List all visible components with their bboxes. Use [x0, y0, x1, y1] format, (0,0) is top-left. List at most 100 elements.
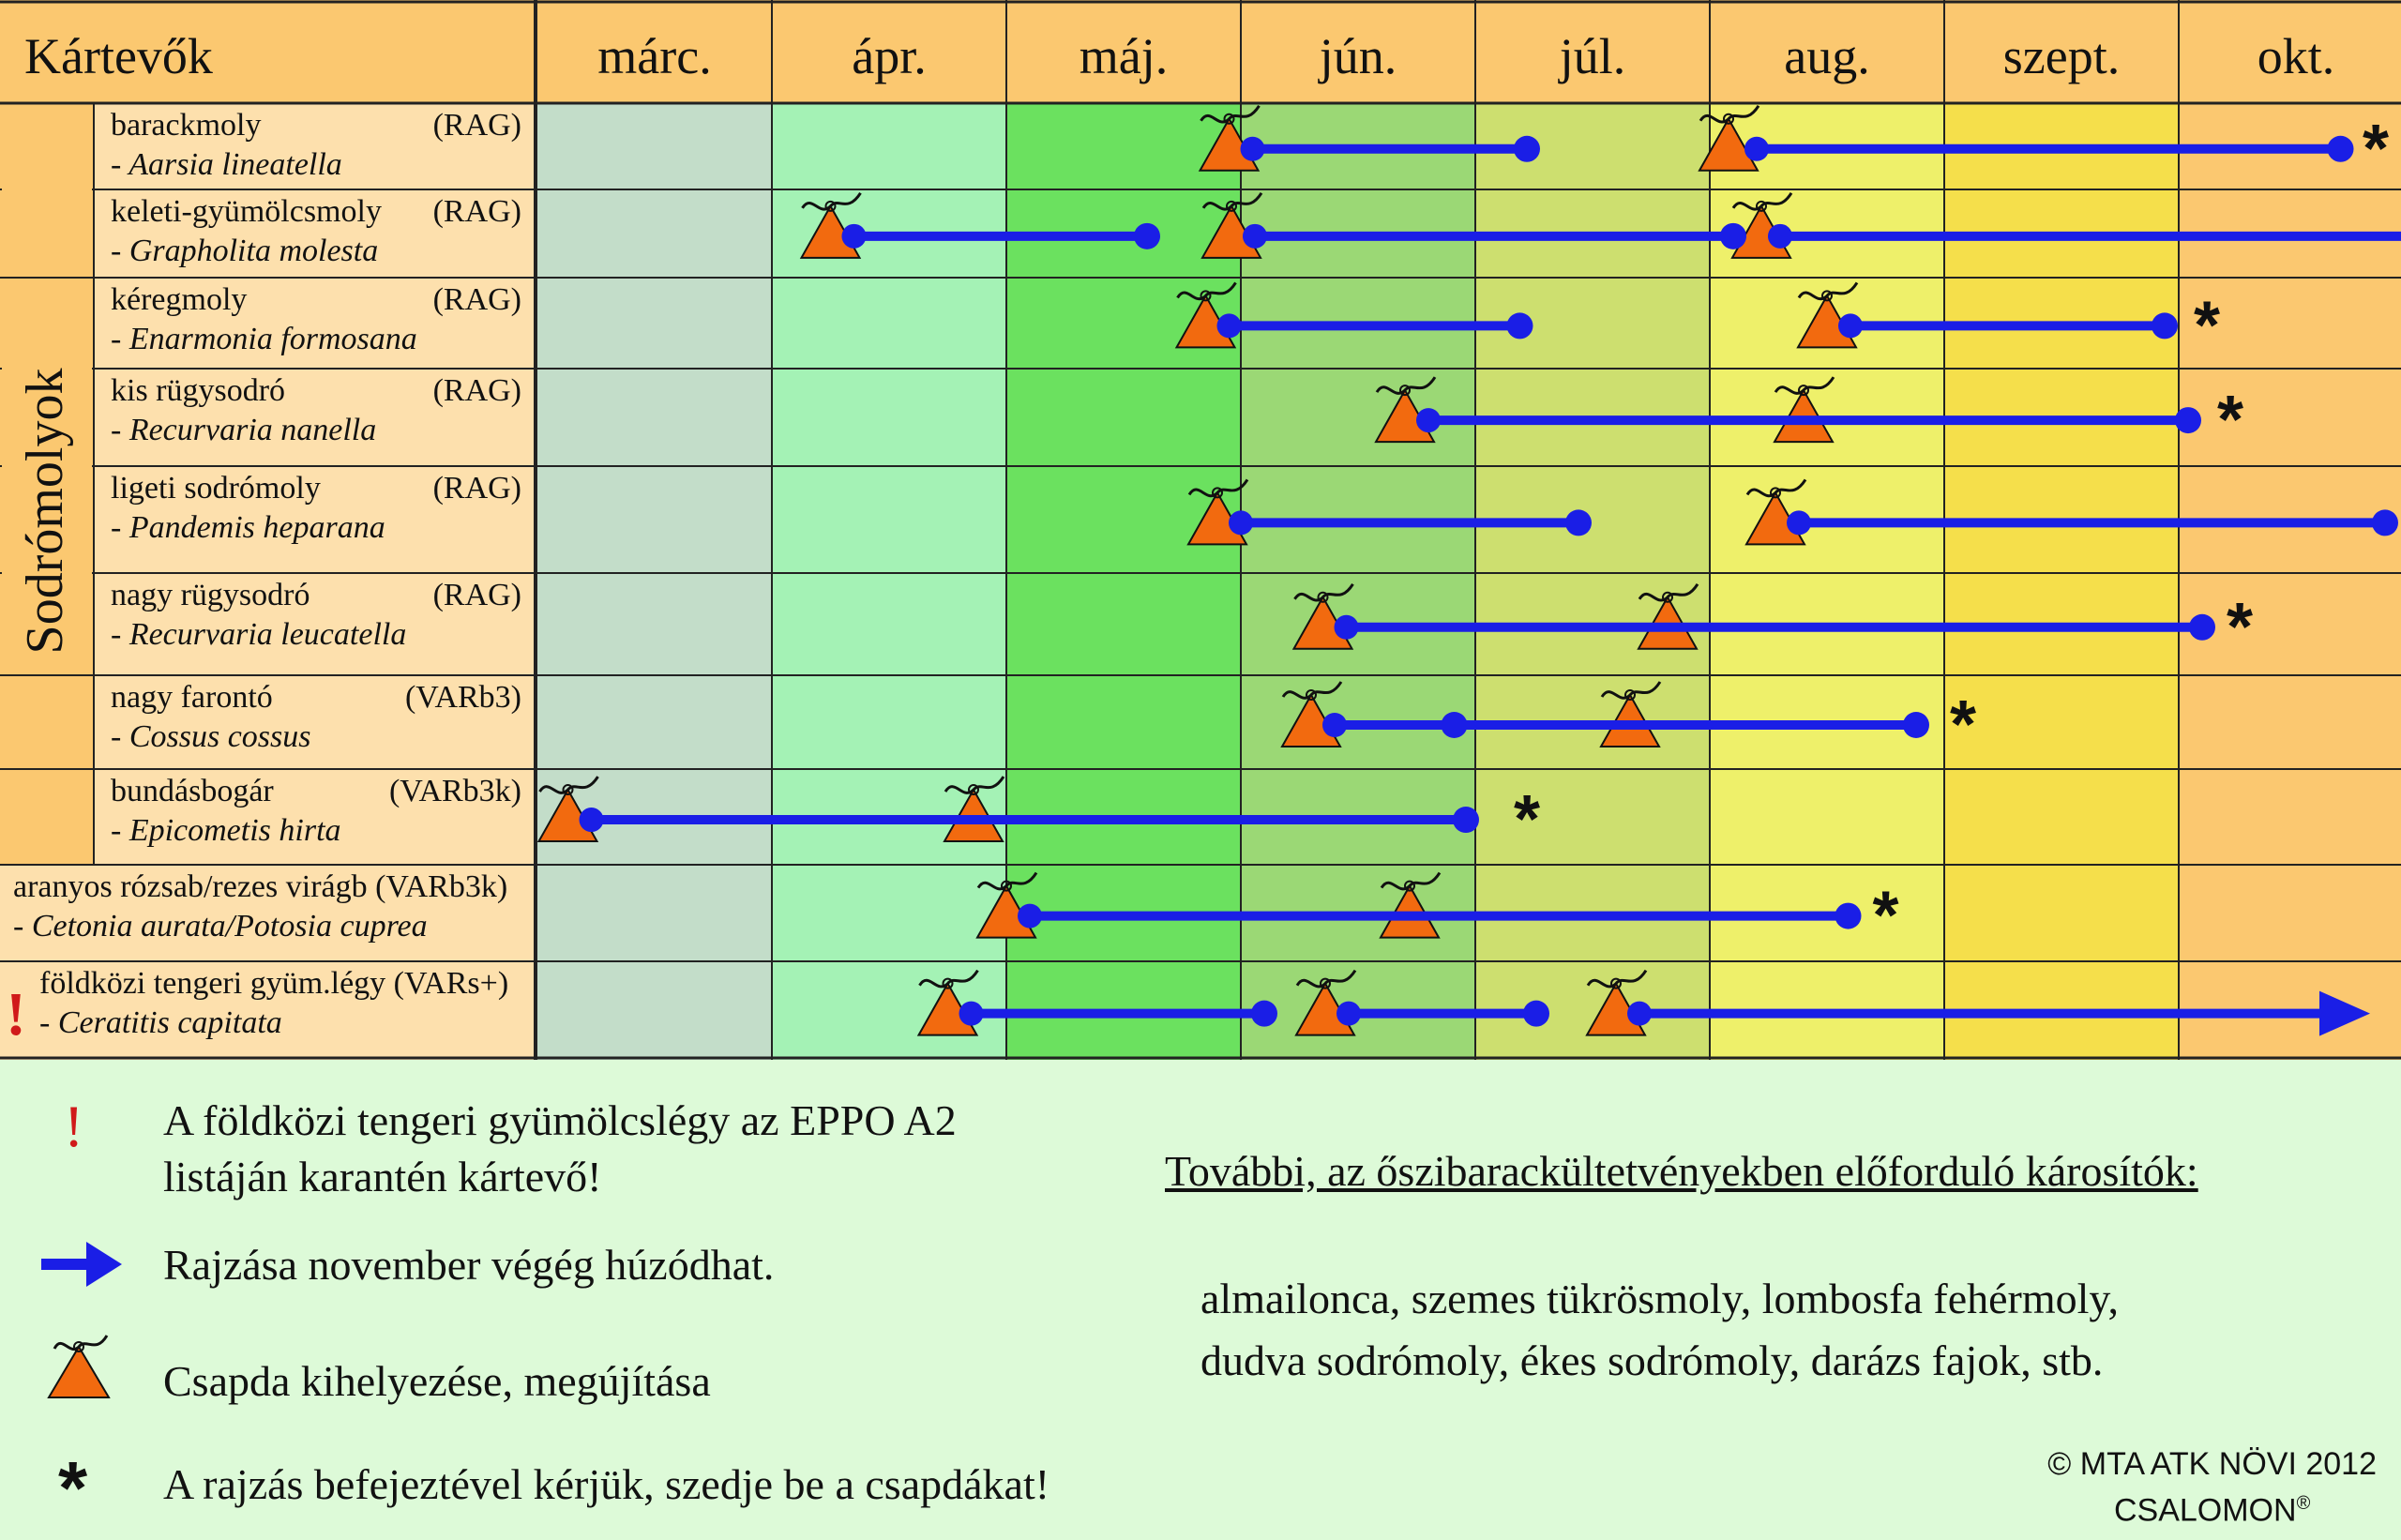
name-cell: [94, 369, 537, 466]
pest-code: (RAG): [433, 471, 521, 506]
trap-ring: [1770, 487, 1781, 499]
pest-latin-name: - Pandemis heparana: [111, 510, 385, 545]
name-cell: [94, 675, 537, 769]
pest-name: barackmoly: [111, 108, 262, 143]
pest-name: bundásbogár: [111, 774, 274, 808]
trap-ring: [1798, 385, 1809, 397]
flight-start-dot: [579, 808, 604, 833]
flight-end-dot: [1720, 222, 1746, 249]
month-label: jún.: [1318, 28, 1397, 84]
month-column-6: [1710, 103, 1944, 1060]
remove-traps-star: *: [1950, 687, 1976, 762]
name-cell: [94, 278, 537, 369]
legend-panel: [0, 1060, 2401, 1540]
remove-traps-star: *: [2363, 112, 2389, 187]
continues-arrow: [2319, 990, 2370, 1036]
flight-end-dot: [1835, 902, 1862, 929]
flight-start-dot: [1838, 313, 1863, 339]
trap-ring: [1320, 977, 1331, 989]
pest-name: aranyos rózsab/rezes virágb (VARb3k): [13, 869, 507, 904]
month-label: máj.: [1080, 28, 1168, 84]
remove-traps-star: *: [1872, 879, 1898, 954]
name-cell: [94, 189, 537, 278]
trap-ring: [1212, 487, 1223, 499]
chart-header: Kártevők: [24, 28, 213, 84]
month-label: ápr.: [852, 28, 926, 84]
flight-start-dot: [1240, 136, 1265, 161]
legend-arrow-icon: [41, 1242, 122, 1287]
month-label: aug.: [1784, 28, 1869, 84]
flight-end-dot: [1453, 807, 1479, 834]
pest-name: ligeti sodrómoly: [111, 471, 321, 506]
flight-start-dot: [1018, 903, 1042, 929]
flight-end-dot: [1514, 135, 1540, 162]
name-cell: [94, 769, 537, 865]
flight-end-dot: [1903, 712, 1929, 738]
group-cell-fill: [2, 571, 92, 575]
copyright-line2: CSALOMON®: [2047, 1484, 2377, 1530]
flight-end-dot: [2372, 509, 2398, 536]
flight-end-dot: [1134, 222, 1160, 249]
flight-start-dot: [1744, 136, 1769, 161]
legend-trap-icon: [47, 1335, 111, 1398]
month-column-2: [772, 103, 1006, 1060]
pest-name: nagy rügysodró: [111, 578, 310, 612]
pest-name: kis rügysodró: [111, 373, 285, 408]
name-cell: [0, 961, 537, 1060]
flight-end-dot: [2152, 312, 2178, 340]
flight-start-dot: [1243, 223, 1267, 249]
month-labels: márc. ápr. máj. jún. júl. aug. szept. okt.: [597, 28, 2334, 84]
pest-latin-name: - Grapholita molesta: [111, 234, 378, 268]
group-labels: Sodrómolyok: [16, 369, 74, 655]
flight-mid-dot: [1441, 712, 1468, 738]
quarantine-warning-mark: !: [6, 980, 26, 1049]
grid-lines: [0, 0, 2401, 1060]
trap-ring: [1756, 200, 1767, 212]
remove-traps-star: *: [1514, 782, 1540, 857]
flight-start-dot: [1229, 510, 1253, 536]
pest-latin-name: - Enarmonia formosana: [111, 322, 417, 356]
pest-latin-name: - Aarsia lineatella: [111, 147, 342, 182]
legend-star-text: A rajzás befejeztével kérjük, szedje be …: [163, 1460, 1050, 1508]
trap-ring: [1226, 200, 1237, 212]
month-label: okt.: [2258, 28, 2335, 84]
name-cell: [94, 573, 537, 675]
pest-latin-name: - Recurvaria nanella: [111, 413, 376, 447]
legend-warning-line2: listáján karantén kártevő!: [163, 1153, 602, 1200]
flight-start-dot: [1416, 408, 1441, 433]
trap-icon: [1200, 191, 1263, 259]
pest-name: kéregmoly: [111, 282, 247, 317]
pests-header-label: Kártevők: [24, 28, 213, 84]
further-pests-line2: dudva sodrómoly, ékes sodrómoly, darázs …: [1200, 1336, 2104, 1384]
flight-end-dot: [2327, 135, 2354, 162]
trap-ring: [562, 784, 574, 796]
name-cell: [0, 865, 537, 961]
trap-ring: [1317, 591, 1329, 603]
pest-name: keleti-gyümölcsmoly: [111, 194, 382, 229]
trap-ring: [1399, 385, 1411, 397]
flight-start-dot: [1627, 1001, 1652, 1026]
pest-code: (VARb3k): [389, 774, 521, 808]
pest-code: (VARb3): [405, 680, 521, 715]
trap-ring: [1306, 689, 1317, 701]
trap-ring: [1404, 880, 1415, 892]
flight-end-dot: [2175, 407, 2201, 434]
group-cell-fill: [2, 188, 92, 191]
trap-ring: [824, 200, 837, 212]
sodromolyok-group-label: Sodrómolyok: [16, 369, 74, 655]
flight-start-dot: [1216, 313, 1242, 339]
pest-code: (RAG): [433, 108, 521, 143]
pest-code: (RAG): [433, 194, 521, 229]
header-background: [0, 0, 2401, 103]
pest-latin-name: - Cetonia aurata/Potosia cuprea: [13, 909, 428, 944]
further-pests-list: almailonca, szemes tükrösmoly, lombosfa …: [1200, 1268, 2307, 1392]
copyright-brand: CSALOMON: [2113, 1492, 2297, 1529]
trap-ring: [942, 977, 954, 989]
pest-latin-name: - Recurvaria leucatella: [111, 617, 406, 652]
trap-ring: [968, 784, 979, 796]
flight-start-dot: [841, 223, 867, 249]
flight-end-dot: [1506, 312, 1533, 340]
trap-ring: [1723, 113, 1734, 125]
trap-triangle: [1698, 116, 1759, 172]
flight-end-dot: [1523, 1000, 1549, 1027]
